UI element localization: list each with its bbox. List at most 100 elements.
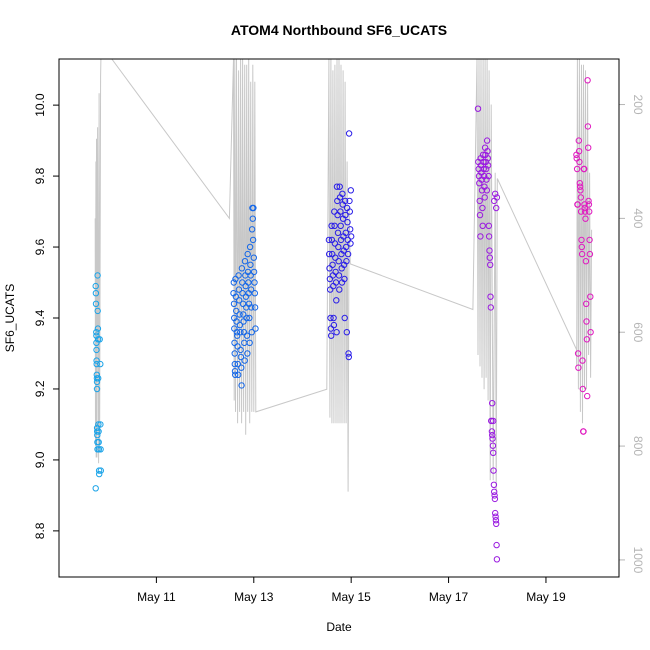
data-point	[94, 272, 101, 279]
data-point	[329, 261, 336, 268]
data-point	[230, 300, 238, 307]
data-point	[493, 556, 501, 563]
data-point	[584, 77, 591, 84]
data-point	[575, 364, 582, 371]
data-point	[237, 329, 244, 336]
data-point	[581, 201, 588, 208]
data-point	[341, 275, 348, 283]
data-point	[577, 187, 584, 194]
data-point	[487, 304, 494, 311]
data-point	[231, 339, 238, 346]
data-point	[474, 105, 482, 112]
x-tick-label: May 17	[429, 590, 469, 604]
data-point	[93, 424, 101, 432]
y-tick-label: 9.4	[33, 309, 47, 326]
data-point	[93, 378, 101, 386]
data-point	[582, 258, 590, 265]
x-tick-label: May 11	[137, 590, 176, 604]
data-point	[574, 201, 581, 208]
data-point	[490, 481, 498, 488]
data-point	[342, 229, 349, 237]
data-point	[581, 204, 588, 212]
data-point	[586, 208, 593, 215]
data-point	[247, 272, 254, 279]
data-point	[339, 190, 346, 198]
data-point	[575, 148, 583, 155]
data-point	[244, 350, 251, 357]
data-point	[337, 222, 344, 230]
data-point	[236, 297, 243, 304]
data-point	[249, 236, 257, 244]
data-point	[484, 162, 492, 169]
y2-tick-label: 200	[631, 95, 645, 115]
data-point	[93, 371, 101, 378]
data-point	[329, 250, 336, 258]
data-point	[480, 158, 487, 166]
data-point	[92, 290, 100, 297]
data-point	[476, 197, 483, 205]
data-point	[246, 243, 254, 251]
data-point	[577, 208, 585, 215]
data-point	[235, 272, 242, 279]
data-point	[95, 428, 102, 435]
data-point	[580, 428, 587, 435]
plot-frame	[58, 58, 620, 578]
data-point	[492, 513, 499, 520]
data-point	[573, 165, 581, 173]
data-point	[240, 311, 247, 318]
data-point	[586, 236, 593, 244]
data-point	[93, 357, 100, 364]
data-point	[489, 442, 497, 449]
data-point	[238, 364, 245, 371]
data-point	[237, 353, 245, 361]
data-point	[486, 247, 493, 254]
data-point	[97, 421, 104, 428]
data-point	[239, 300, 247, 307]
data-point	[490, 449, 497, 456]
data-point	[232, 371, 239, 378]
data-point	[343, 258, 350, 265]
data-point	[335, 272, 343, 279]
data-point	[492, 509, 499, 517]
data-point	[344, 250, 352, 258]
data-point	[576, 180, 583, 187]
data-point	[95, 375, 102, 382]
data-point	[332, 279, 340, 286]
data-point	[238, 382, 245, 389]
data-point	[576, 183, 584, 190]
data-point	[489, 435, 496, 442]
y-tick-label: 9.6	[33, 238, 47, 255]
data-point	[332, 268, 339, 276]
data-point	[249, 215, 257, 222]
data-point	[248, 329, 256, 336]
data-point	[585, 144, 592, 151]
data-point	[332, 254, 339, 261]
data-point	[245, 279, 252, 286]
y-axis-label: SF6_UCATS	[3, 284, 17, 352]
data-point	[581, 165, 588, 173]
x-tick-label: May 13	[234, 590, 274, 604]
data-point	[492, 190, 499, 198]
x-tick-label: May 15	[331, 590, 371, 604]
data-point	[325, 236, 333, 244]
data-point	[584, 123, 592, 130]
data-point	[576, 158, 583, 166]
data-point	[479, 204, 486, 212]
data-point	[487, 261, 494, 268]
x-axis-label: Date	[326, 620, 352, 634]
data-point	[326, 265, 333, 272]
data-point	[477, 233, 484, 240]
y2-tick-label: 400	[631, 208, 645, 228]
data-point	[342, 243, 350, 251]
data-point	[328, 332, 335, 339]
data-point	[326, 250, 333, 258]
data-point	[333, 297, 340, 304]
data-point	[235, 371, 242, 378]
data-point	[97, 467, 105, 474]
points-layer	[92, 77, 594, 563]
data-point	[493, 520, 500, 527]
data-point	[243, 332, 251, 339]
data-point	[92, 282, 99, 290]
data-point	[246, 339, 253, 346]
